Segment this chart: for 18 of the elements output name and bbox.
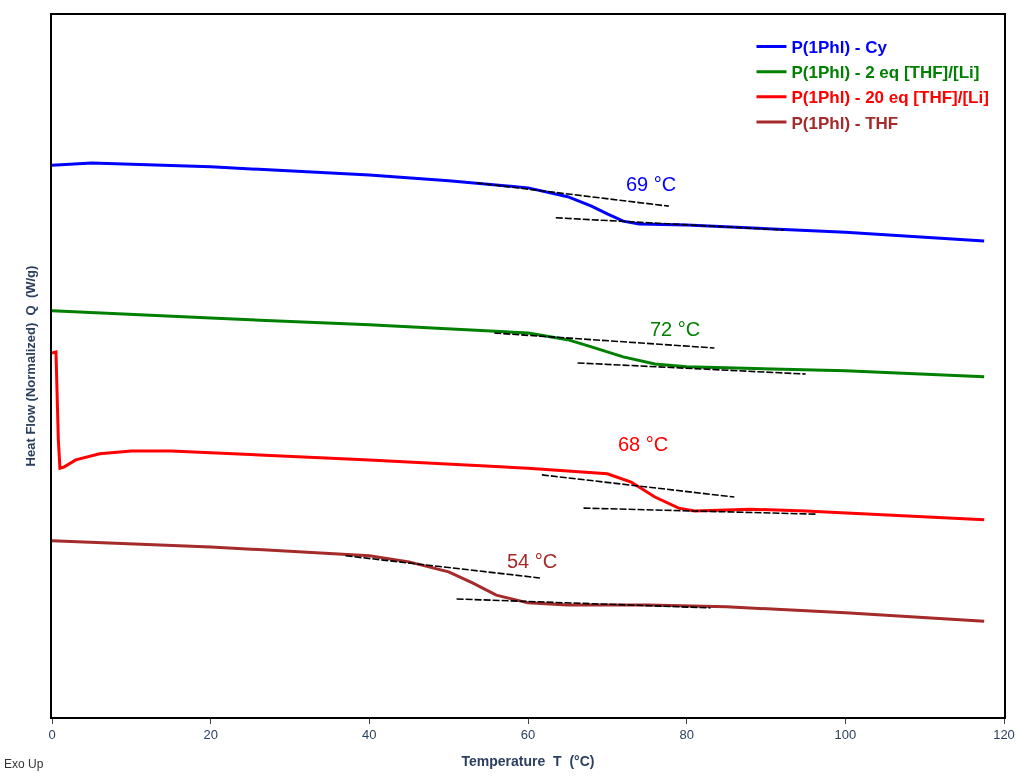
legend-label: P(1Phl) - Cy bbox=[791, 38, 888, 58]
x-tick-label: 0 bbox=[48, 727, 56, 743]
legend-label: P(1Phl) - 20 eq [THF]/[Li] bbox=[791, 88, 989, 108]
annotation: 72 °C bbox=[650, 318, 701, 340]
legend-label: P(1Phl) - THF bbox=[791, 113, 899, 133]
x-tick-label: 100 bbox=[834, 727, 857, 743]
x-tick-label: 20 bbox=[203, 727, 218, 743]
annotation: 54 °C bbox=[507, 550, 558, 572]
x-tick-label: 60 bbox=[520, 727, 536, 743]
annotation: 68 °C bbox=[618, 433, 669, 455]
x-tick-label: 40 bbox=[362, 727, 377, 743]
x-tick-label: 80 bbox=[679, 727, 694, 743]
y-axis-title: Heat Flow (Normalized) Q (W/g) bbox=[22, 265, 38, 467]
annotation: 69 °C bbox=[626, 173, 677, 195]
legend-label: P(1Phl) - 2 eq [THF]/[Li] bbox=[791, 63, 980, 83]
x-tick-label: 120 bbox=[993, 727, 1015, 743]
x-axis-title: Temperature T (°C) bbox=[461, 753, 595, 770]
text: Exo Up bbox=[4, 757, 44, 771]
